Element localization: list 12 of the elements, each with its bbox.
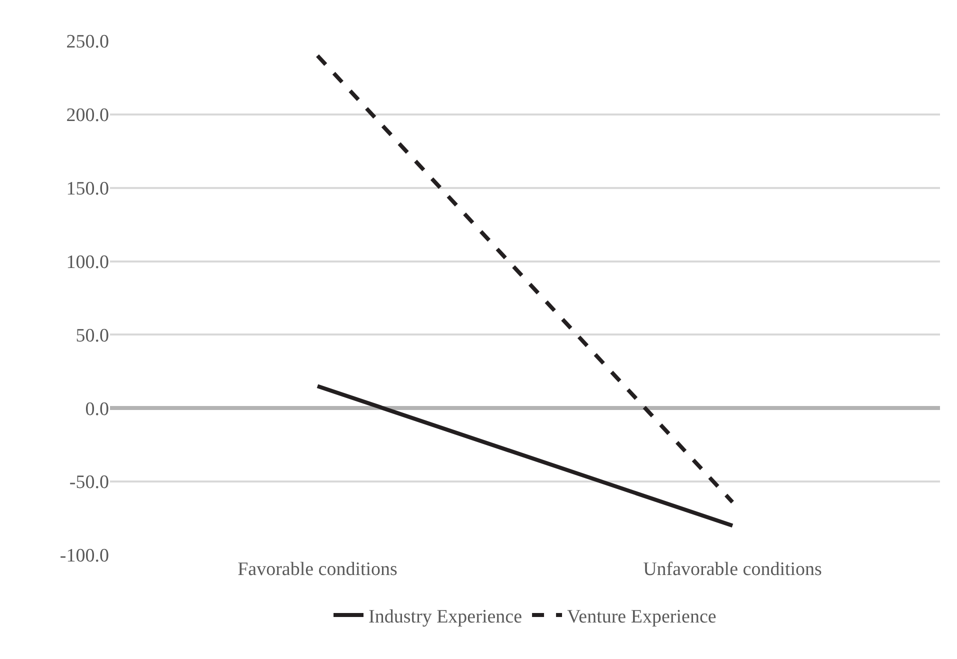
y-tick-label: 200.0 (66, 105, 109, 126)
y-tick-label: 0.0 (85, 398, 109, 420)
y-tick-label: 250.0 (66, 32, 109, 53)
x-tick-label: Favorable conditions (238, 559, 398, 580)
y-tick-label: 100.0 (66, 252, 109, 273)
legend-label: Venture Experience (567, 606, 716, 628)
legend-label: Industry Experience (368, 606, 522, 628)
y-tick-label: -100.0 (60, 546, 109, 567)
y-tick-label: 50.0 (76, 325, 109, 346)
x-tick-label: Unfavorable conditions (643, 559, 822, 580)
y-tick-label: 150.0 (66, 178, 109, 200)
y-tick-label: -50.0 (69, 472, 109, 494)
